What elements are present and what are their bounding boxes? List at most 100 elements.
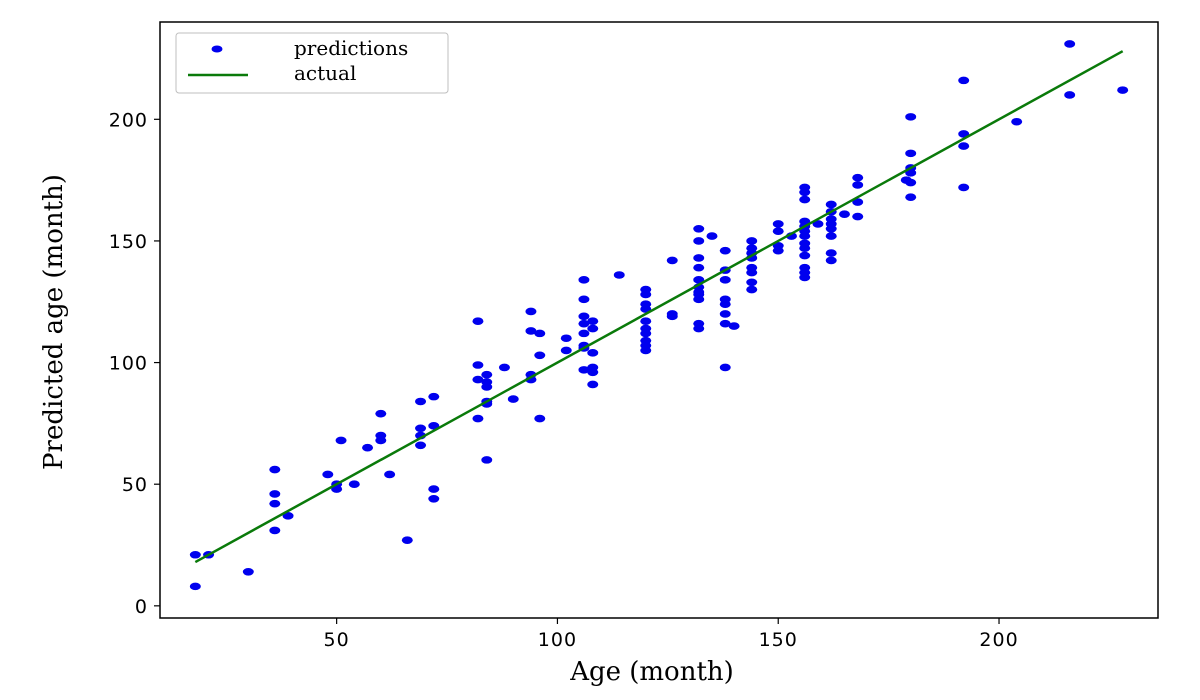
prediction-point	[1011, 117, 1023, 126]
prediction-point	[1064, 91, 1076, 99]
prediction-point	[415, 424, 427, 433]
prediction-point	[719, 246, 731, 255]
x-tick-label: 200	[979, 629, 1018, 651]
prediction-point	[587, 349, 599, 357]
prediction-point	[578, 366, 590, 374]
prediction-point	[905, 193, 917, 201]
prediction-point	[269, 490, 281, 498]
prediction-point	[666, 312, 678, 321]
plot-frame	[159, 21, 1159, 619]
prediction-point	[746, 268, 758, 277]
prediction-point	[905, 178, 917, 187]
legend-marker-predictions	[211, 45, 223, 53]
y-tick-label: 200	[109, 109, 148, 131]
prediction-point	[693, 263, 705, 272]
prediction-point	[719, 300, 731, 308]
x-axis: 50 100 150 200	[324, 618, 1018, 651]
prediction-point	[587, 317, 599, 326]
prediction-point	[428, 392, 440, 401]
prediction-point	[189, 550, 201, 559]
prediction-point	[905, 169, 917, 177]
prediction-point	[242, 567, 254, 576]
prediction-point	[472, 414, 484, 423]
prediction-point	[772, 227, 784, 236]
prediction-point	[481, 383, 493, 391]
prediction-point	[348, 480, 360, 489]
prediction-point	[958, 142, 970, 150]
prediction-point	[640, 329, 652, 338]
prediction-point	[719, 276, 731, 284]
prediction-point	[578, 295, 590, 304]
legend-label-predictions: predictions	[294, 36, 408, 60]
prediction-point	[640, 305, 652, 313]
prediction-point	[534, 329, 546, 338]
prediction-point	[825, 232, 837, 240]
prediction-point	[905, 113, 917, 121]
prediction-point	[1064, 40, 1076, 48]
prediction-point	[525, 307, 537, 316]
prediction-point	[613, 271, 625, 279]
prediction-point	[905, 149, 917, 158]
prediction-point	[415, 397, 427, 406]
prediction-point	[578, 329, 590, 338]
prediction-point	[472, 361, 484, 369]
prediction-point	[958, 130, 970, 138]
prediction-point	[269, 499, 281, 508]
prediction-point	[799, 244, 811, 253]
y-tick-label: 50	[122, 474, 148, 496]
y-axis-title: Predicted age (month)	[39, 174, 69, 470]
prediction-point	[640, 290, 652, 299]
prediction-point	[335, 436, 347, 445]
prediction-point	[825, 224, 837, 233]
prediction-point	[852, 212, 864, 221]
prediction-point	[578, 312, 590, 321]
y-axis: 0 50 100 150 200	[109, 109, 160, 618]
x-tick-label: 100	[538, 629, 577, 651]
prediction-point	[384, 470, 396, 479]
prediction-point	[838, 210, 850, 218]
prediction-point	[534, 414, 546, 423]
prediction-point	[728, 322, 740, 330]
prediction-point	[481, 456, 493, 464]
plot-area	[189, 40, 1129, 591]
legend-box	[175, 32, 449, 94]
prediction-point	[693, 276, 705, 284]
prediction-point	[587, 368, 599, 377]
legend-label-actual: actual	[294, 61, 356, 85]
prediction-point	[746, 285, 758, 294]
prediction-point	[507, 395, 519, 403]
prediction-point	[578, 319, 590, 328]
prediction-point	[799, 273, 811, 282]
prediction-point	[852, 173, 864, 182]
prediction-point	[401, 536, 413, 544]
prediction-point	[825, 256, 837, 265]
prediction-point	[666, 256, 678, 265]
legend: predictions actual	[175, 32, 449, 94]
prediction-point	[746, 237, 758, 245]
prediction-point	[958, 183, 970, 192]
prediction-point	[472, 317, 484, 326]
prediction-point	[825, 200, 837, 209]
prediction-point	[693, 254, 705, 262]
prediction-point	[799, 232, 811, 240]
prediction-point	[640, 346, 652, 355]
prediction-point	[693, 237, 705, 245]
prediction-point	[415, 441, 427, 450]
prediction-point	[534, 351, 546, 360]
prediction-point	[958, 76, 970, 85]
prediction-point	[799, 188, 811, 197]
prediction-point	[428, 485, 440, 493]
y-tick-label: 150	[109, 231, 148, 253]
prediction-point	[560, 334, 572, 343]
x-tick-label: 50	[324, 629, 350, 651]
prediction-point	[799, 195, 811, 204]
prediction-point	[472, 375, 484, 384]
prediction-point	[799, 251, 811, 260]
prediction-point	[578, 276, 590, 284]
prediction-point	[587, 324, 599, 333]
prediction-point	[362, 443, 374, 452]
prediction-point	[719, 319, 731, 328]
prediction-point	[428, 422, 440, 430]
prediction-point	[560, 346, 572, 355]
